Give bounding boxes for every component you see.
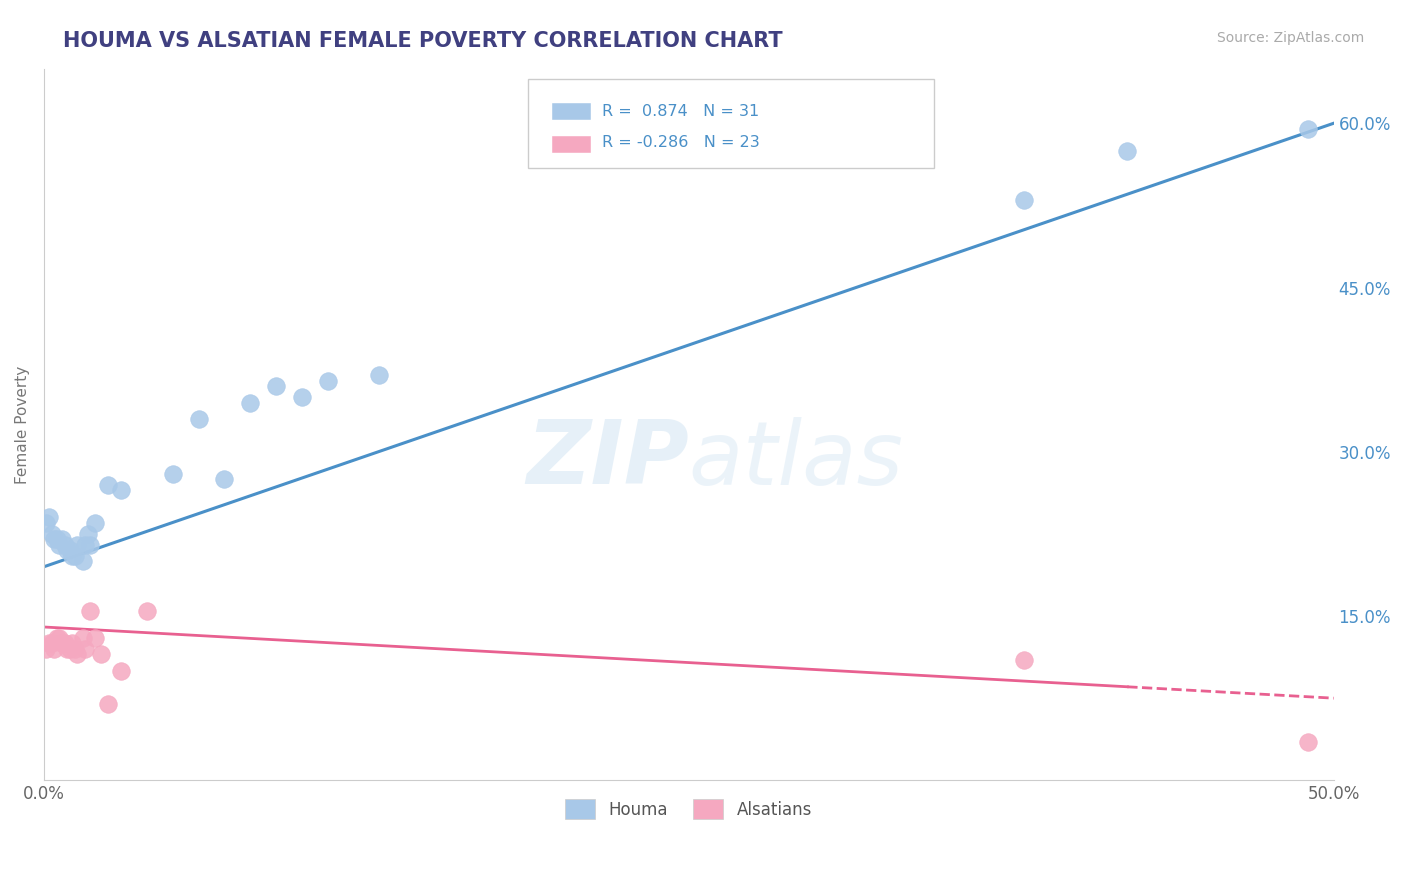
Point [264, 379, 287, 393]
Point [97, 697, 120, 711]
Point [84, 516, 107, 530]
Point [44, 641, 66, 656]
Point [110, 664, 132, 678]
Point [239, 395, 262, 409]
Point [75, 538, 97, 552]
Text: R =  0.874   N = 31: R = 0.874 N = 31 [602, 104, 759, 120]
Point [60, 636, 83, 650]
Point [1012, 653, 1035, 667]
Point [187, 412, 209, 426]
Point [90, 648, 112, 662]
Point [53, 538, 76, 552]
Text: HOUMA VS ALSATIAN FEMALE POVERTY CORRELATION CHART: HOUMA VS ALSATIAN FEMALE POVERTY CORRELA… [63, 31, 783, 51]
Point [35, 641, 58, 656]
Point [1296, 121, 1319, 136]
Text: R = -0.286   N = 23: R = -0.286 N = 23 [602, 136, 761, 151]
FancyBboxPatch shape [553, 103, 591, 120]
Point [48, 631, 70, 645]
Point [41, 527, 63, 541]
Point [56, 543, 79, 558]
Point [76, 527, 98, 541]
Point [110, 483, 132, 497]
Point [79, 603, 101, 617]
Point [44, 533, 66, 547]
Point [72, 554, 94, 568]
Point [45, 533, 67, 547]
Point [1296, 735, 1319, 749]
Point [53, 636, 76, 650]
Point [368, 368, 391, 383]
Point [1012, 193, 1035, 207]
Point [41, 636, 63, 650]
Point [79, 538, 101, 552]
Point [72, 631, 94, 645]
Point [38, 510, 60, 524]
Point [38, 636, 60, 650]
Point [291, 390, 314, 404]
Point [59, 543, 82, 558]
Point [59, 641, 82, 656]
Point [136, 603, 159, 617]
Text: Source: ZipAtlas.com: Source: ZipAtlas.com [1216, 31, 1364, 45]
Point [60, 549, 83, 563]
Y-axis label: Female Poverty: Female Poverty [15, 366, 30, 483]
Point [66, 648, 89, 662]
Point [45, 631, 67, 645]
Point [63, 549, 86, 563]
Point [316, 374, 339, 388]
Point [35, 516, 58, 530]
Point [162, 467, 184, 481]
Point [63, 641, 86, 656]
Point [51, 636, 73, 650]
Point [75, 641, 97, 656]
FancyBboxPatch shape [553, 136, 591, 153]
Point [214, 472, 236, 486]
Point [56, 641, 79, 656]
Point [48, 538, 70, 552]
Point [97, 477, 120, 491]
Legend: Houma, Alsatians: Houma, Alsatians [558, 793, 818, 825]
Point [66, 538, 89, 552]
Point [51, 533, 73, 547]
Point [84, 631, 107, 645]
Text: ZIP: ZIP [526, 417, 689, 503]
Text: atlas: atlas [689, 417, 904, 503]
FancyBboxPatch shape [527, 79, 934, 169]
Point [1116, 144, 1139, 158]
